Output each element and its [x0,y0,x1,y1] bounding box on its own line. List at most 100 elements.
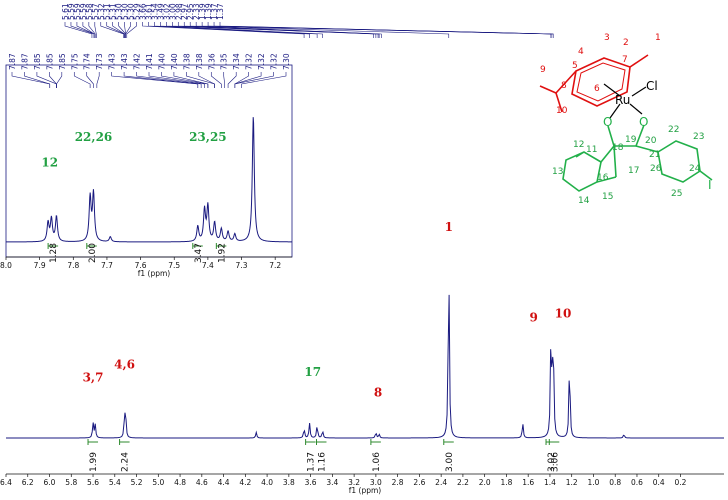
peak-label: 5.58 [85,3,94,20]
peak-assignment: 22,26 [75,130,113,144]
integral-value: 3.02 [547,452,557,472]
num-8: 8 [561,81,567,91]
indanone-ligand [562,124,713,192]
peak-label: 2.95 [186,3,195,20]
x-tick-label: 2.0 [479,478,491,487]
x-tick-label: 5.6 [87,478,99,487]
ru-label: Ru [615,93,630,107]
integral-value: 1.16 [317,452,327,472]
x-tick-label: 4.0 [261,478,273,487]
x-tick-label: 0.2 [675,478,687,487]
peak-leader [198,72,215,88]
peak-label: 5.31 [109,3,118,20]
peak-label: 5.32 [97,3,106,20]
chemical-structure: Ru Cl O O I 1 2 3 4 5 6 7 8 9 10 [539,33,713,206]
peak-assignment: 23,25 [189,130,227,144]
x-tick-label: 5.0 [152,478,164,487]
x-tick-label: 2.2 [457,478,469,487]
num-7: 7 [622,55,628,65]
peak-label: 7.34 [232,53,241,70]
num-10: 10 [556,106,568,116]
inset-frame [5,64,293,258]
peak-label: 7.87 [8,53,17,70]
num-24: 24 [689,164,701,174]
integral-value: 2.00 [88,243,98,263]
peak-assignment: 1 [445,220,453,234]
x-tick-label: 3.6 [305,478,317,487]
integral-value: 1.06 [372,452,382,472]
peak-label: 7.43 [120,53,129,70]
peak-assignment: 3,7 [83,371,104,385]
num-21: 21 [649,150,660,160]
peak-assignment: 10 [555,307,572,321]
num-11: 11 [586,145,597,155]
peak-leader [227,72,237,88]
integral-value: 1.37 [307,452,317,472]
x-tick-label: 6.4 [0,478,12,487]
num-13: 13 [552,167,563,177]
peak-label: 7.35 [220,53,229,70]
peak-label: 7.40 [157,53,166,70]
x-tick-label: 3.4 [326,478,338,487]
spectrum-trace [6,294,724,439]
peak-label: 7.32 [257,53,266,70]
integral-value: 3.47 [194,243,204,263]
peak-label: 7.85 [58,53,67,70]
x-tick-label: 8.0 [0,261,12,270]
main-spectrum-chart: 5.615.595.595.595.585.575.325.315.315.30… [0,3,724,495]
x-tick-label: 1.6 [522,478,534,487]
peak-label: 7.36 [207,53,216,70]
x-tick-label: 2.4 [435,478,447,487]
x-tick-label: 7.8 [67,261,79,270]
integral-value: 2.24 [121,452,131,472]
peak-leader [126,22,137,38]
peak-leader [86,72,94,88]
num-25: 25 [671,189,682,199]
peak-leader [189,22,382,38]
peak-label: 7.41 [145,53,154,70]
x-tick-label: 5.4 [109,478,121,487]
peak-label: 7.38 [195,53,204,70]
x-tick-label: 7.9 [34,261,46,270]
peak-leader [136,72,202,88]
peak-label: 5.59 [67,3,76,20]
arene-numbers: 1 2 3 4 5 6 7 8 9 10 [540,33,661,116]
peak-leader [195,22,450,38]
x-tick-label: 1.8 [500,478,512,487]
peak-label: 1.37 [216,3,225,20]
ligand-numbers: 11 12 13 14 15 16 17 18 19 20 21 22 23 2… [552,125,704,206]
integral-value: 3.06 [550,452,560,472]
peak-assignment: 12 [41,155,58,169]
peak-leader [64,22,93,38]
peak-label: 7.85 [33,53,42,70]
peak-label: 7.38 [182,53,191,70]
peak-assignment: 4,6 [114,357,135,371]
peak-leader [173,72,209,88]
integral-value: 3.00 [445,452,455,472]
num-15: 15 [602,192,613,202]
x-tick-label: 4.2 [239,478,251,487]
peak-label: 7.32 [270,53,279,70]
spectrum-trace [6,117,292,243]
x-tick-label: 7.6 [135,261,147,270]
x-tick-label: 0.4 [653,478,665,487]
x-tick-label: 5.8 [65,478,77,487]
x-tick-label: 0.8 [609,478,621,487]
x-tick-label: 3.2 [348,478,360,487]
num-5: 5 [572,61,578,71]
peak-leader [70,22,95,38]
peak-label: 3.00 [168,3,177,20]
num-6: 6 [594,84,600,94]
x-tick-label: 7.2 [269,261,281,270]
peak-label: 7.75 [70,53,79,70]
num-17: 17 [628,166,639,176]
x-tick-label: 3.0 [370,478,382,487]
peak-leader [125,22,131,38]
num-12: 12 [573,140,584,150]
peak-leader [82,22,95,38]
peak-label: 7.73 [95,53,104,70]
x-tick-label: 3.8 [283,478,295,487]
x-tick-label: 7.7 [101,261,113,270]
num-22: 22 [668,125,679,135]
